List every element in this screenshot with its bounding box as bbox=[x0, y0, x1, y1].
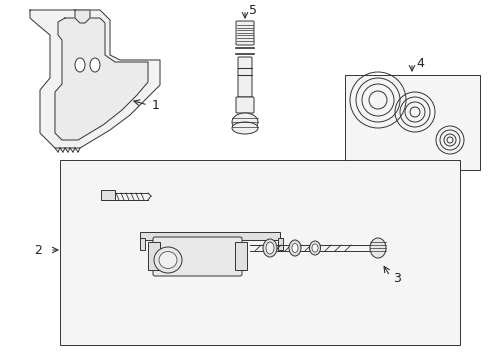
Bar bbox=[235, 242, 246, 270]
Bar bbox=[140, 232, 280, 240]
Ellipse shape bbox=[291, 243, 297, 252]
Ellipse shape bbox=[369, 238, 385, 258]
Ellipse shape bbox=[263, 239, 276, 257]
Polygon shape bbox=[55, 18, 148, 140]
Text: 5: 5 bbox=[248, 4, 257, 17]
Text: 2: 2 bbox=[34, 243, 42, 256]
Bar bbox=[140, 238, 145, 250]
FancyBboxPatch shape bbox=[238, 57, 251, 97]
Ellipse shape bbox=[231, 122, 258, 134]
FancyBboxPatch shape bbox=[236, 97, 253, 113]
FancyBboxPatch shape bbox=[236, 21, 253, 45]
Ellipse shape bbox=[75, 58, 85, 72]
Bar bbox=[345, 75, 479, 170]
Ellipse shape bbox=[311, 244, 317, 252]
Polygon shape bbox=[30, 10, 160, 148]
Ellipse shape bbox=[159, 252, 177, 269]
Ellipse shape bbox=[288, 240, 301, 256]
Ellipse shape bbox=[265, 242, 273, 254]
FancyBboxPatch shape bbox=[153, 237, 242, 276]
FancyBboxPatch shape bbox=[101, 190, 115, 200]
Bar bbox=[278, 238, 283, 250]
Text: 4: 4 bbox=[415, 57, 423, 69]
Bar bbox=[148, 242, 160, 270]
Text: 3: 3 bbox=[392, 271, 400, 284]
Ellipse shape bbox=[309, 241, 320, 255]
Polygon shape bbox=[75, 10, 90, 23]
Bar bbox=[60, 160, 459, 345]
Text: 1: 1 bbox=[152, 99, 160, 112]
Ellipse shape bbox=[90, 58, 100, 72]
Ellipse shape bbox=[231, 113, 258, 131]
Ellipse shape bbox=[154, 247, 182, 273]
